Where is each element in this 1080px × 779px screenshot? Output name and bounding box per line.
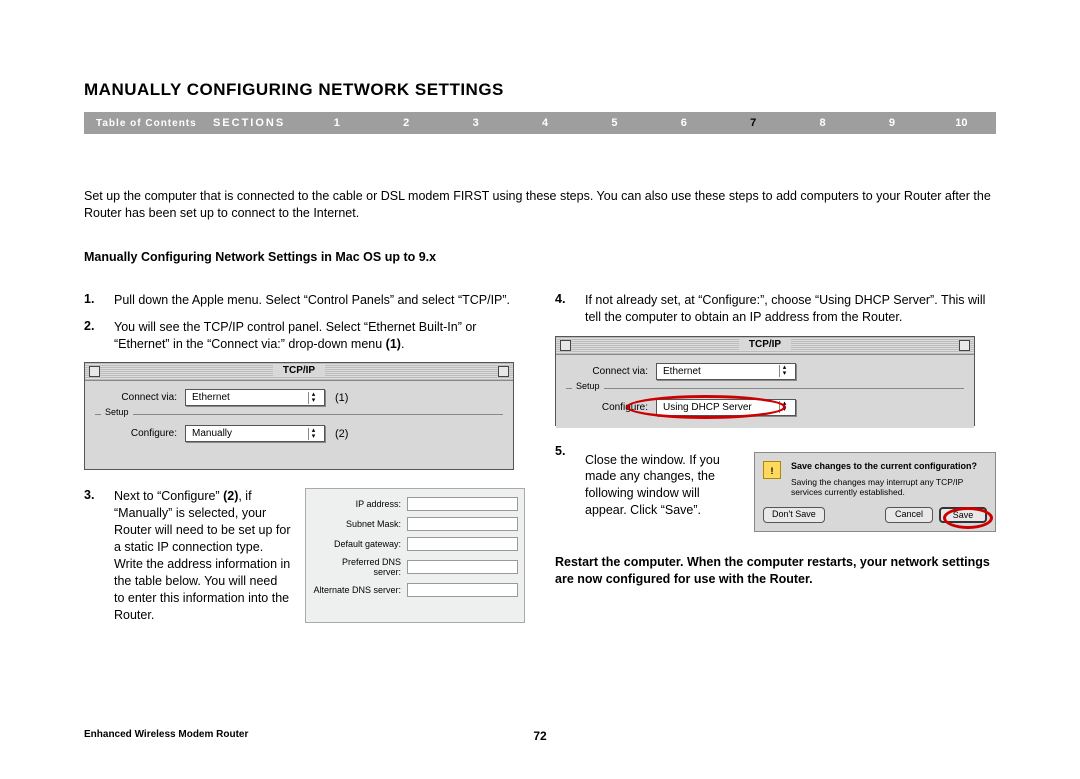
cancel-button: Cancel	[885, 507, 933, 523]
page-title: MANUALLY CONFIGURING NETWORK SETTINGS	[84, 80, 996, 100]
dont-save-button: Don't Save	[763, 507, 825, 523]
tcpip-screenshot-2: TCP/IP Connect via: Ethernet Setup	[555, 336, 975, 426]
zoom-icon	[498, 366, 509, 377]
subheading: Manually Configuring Network Settings in…	[84, 250, 996, 264]
tcpip-screenshot-1: TCP/IP Connect via: Ethernet (1) Setup	[84, 362, 514, 470]
dropdown-arrows-icon	[779, 365, 789, 377]
document-page: MANUALLY CONFIGURING NETWORK SETTINGS Ta…	[0, 0, 1080, 633]
connect-via-row: Connect via: Ethernet	[566, 363, 964, 380]
table-row: Subnet Mask:	[312, 517, 518, 531]
subnet-mask-field	[407, 517, 518, 531]
callout-2: (2)	[335, 428, 348, 440]
right-column: 4. If not already set, at “Configure:”, …	[555, 292, 996, 634]
step-text: Next to “Configure” (2), if “Manually” i…	[114, 488, 291, 623]
window-title: TCP/IP	[739, 339, 791, 350]
configure-label: Configure:	[95, 428, 185, 439]
callout-1: (1)	[335, 392, 348, 404]
connect-via-row: Connect via: Ethernet (1)	[95, 389, 503, 406]
intro-text: Set up the computer that is connected to…	[84, 188, 996, 222]
dialog-subtext: Saving the changes may interrupt any TCP…	[791, 477, 987, 497]
table-row: Default gateway:	[312, 537, 518, 551]
dropdown-arrows-icon	[308, 392, 318, 404]
alternate-dns-field	[407, 583, 518, 597]
step-number: 2.	[84, 319, 114, 353]
configure-row: Configure: Using DHCP Server	[566, 399, 964, 416]
dropdown-arrows-icon	[779, 401, 789, 413]
close-icon	[560, 340, 571, 351]
nav-section-9[interactable]: 9	[857, 117, 926, 129]
table-row: IP address:	[312, 497, 518, 511]
step-text: If not already set, at “Configure:”, cho…	[585, 292, 996, 326]
nav-section-10[interactable]: 10	[927, 117, 996, 129]
step-text: You will see the TCP/IP control panel. S…	[114, 319, 525, 353]
save-button: Save	[939, 507, 987, 523]
zoom-icon	[959, 340, 970, 351]
window-body: Connect via: Ethernet Setup Configure: U…	[556, 355, 974, 428]
step-4: 4. If not already set, at “Configure:”, …	[555, 292, 996, 326]
configure-row: Configure: Manually (2)	[95, 425, 503, 442]
connect-via-label: Connect via:	[95, 392, 185, 403]
window-title: TCP/IP	[273, 365, 325, 376]
nav-section-4[interactable]: 4	[510, 117, 579, 129]
step-number: 4.	[555, 292, 585, 326]
dropdown-arrows-icon	[308, 428, 318, 440]
product-name: Enhanced Wireless Modem Router	[84, 729, 520, 743]
setup-frame: Setup Configure: Manually (2)	[95, 414, 503, 442]
dialog-buttons: Don't Save Cancel Save	[763, 507, 987, 523]
page-footer: Enhanced Wireless Modem Router 72	[84, 729, 996, 743]
step-5: 5. Close the window. If you made any cha…	[555, 444, 996, 532]
connect-via-select: Ethernet	[185, 389, 325, 406]
connect-via-select: Ethernet	[656, 363, 796, 380]
window-body: Connect via: Ethernet (1) Setup Configur…	[85, 381, 513, 454]
nav-section-5[interactable]: 5	[580, 117, 649, 129]
preferred-dns-field	[407, 560, 518, 574]
nav-section-1[interactable]: 1	[302, 117, 371, 129]
table-row: Alternate DNS server:	[312, 583, 518, 597]
step-2: 2. You will see the TCP/IP control panel…	[84, 319, 525, 353]
step-text: Pull down the Apple menu. Select “Contro…	[114, 292, 525, 309]
two-column-layout: 1. Pull down the Apple menu. Select “Con…	[84, 292, 996, 634]
step-number: 1.	[84, 292, 114, 309]
configure-select: Using DHCP Server	[656, 399, 796, 416]
restart-note: Restart the computer. When the computer …	[555, 554, 996, 588]
step-3: 3. Next to “Configure” (2), if “Manually…	[84, 488, 525, 623]
step-number: 5.	[555, 444, 585, 532]
save-dialog-screenshot: ! Save changes to the current configurat…	[754, 452, 996, 532]
setup-label: Setup	[101, 407, 133, 417]
page-number: 72	[520, 729, 560, 743]
nav-section-7[interactable]: 7	[719, 117, 788, 129]
step-number: 3.	[84, 488, 114, 623]
window-titlebar: TCP/IP	[85, 363, 513, 381]
sections-label: SECTIONS	[213, 117, 302, 129]
default-gateway-field	[407, 537, 518, 551]
step-text: Close the window. If you made any change…	[585, 452, 742, 532]
nav-section-8[interactable]: 8	[788, 117, 857, 129]
close-icon	[89, 366, 100, 377]
toc-link[interactable]: Table of Contents	[84, 118, 213, 129]
nav-section-6[interactable]: 6	[649, 117, 718, 129]
ip-info-table: IP address: Subnet Mask: Default gateway…	[305, 488, 525, 623]
nav-bar: Table of Contents SECTIONS 1 2 3 4 5 6 7…	[84, 112, 996, 134]
warning-icon: !	[763, 461, 781, 479]
table-row: Preferred DNS server:	[312, 557, 518, 577]
left-column: 1. Pull down the Apple menu. Select “Con…	[84, 292, 525, 634]
ip-address-field	[407, 497, 518, 511]
step-1: 1. Pull down the Apple menu. Select “Con…	[84, 292, 525, 309]
window-titlebar: TCP/IP	[556, 337, 974, 355]
setup-label: Setup	[572, 381, 604, 391]
dialog-question: Save changes to the current configuratio…	[791, 461, 987, 471]
configure-select: Manually	[185, 425, 325, 442]
configure-label: Configure:	[566, 402, 656, 413]
nav-section-2[interactable]: 2	[372, 117, 441, 129]
setup-frame: Setup Configure: Using DHCP Server	[566, 388, 964, 416]
nav-section-3[interactable]: 3	[441, 117, 510, 129]
connect-via-label: Connect via:	[566, 366, 656, 377]
